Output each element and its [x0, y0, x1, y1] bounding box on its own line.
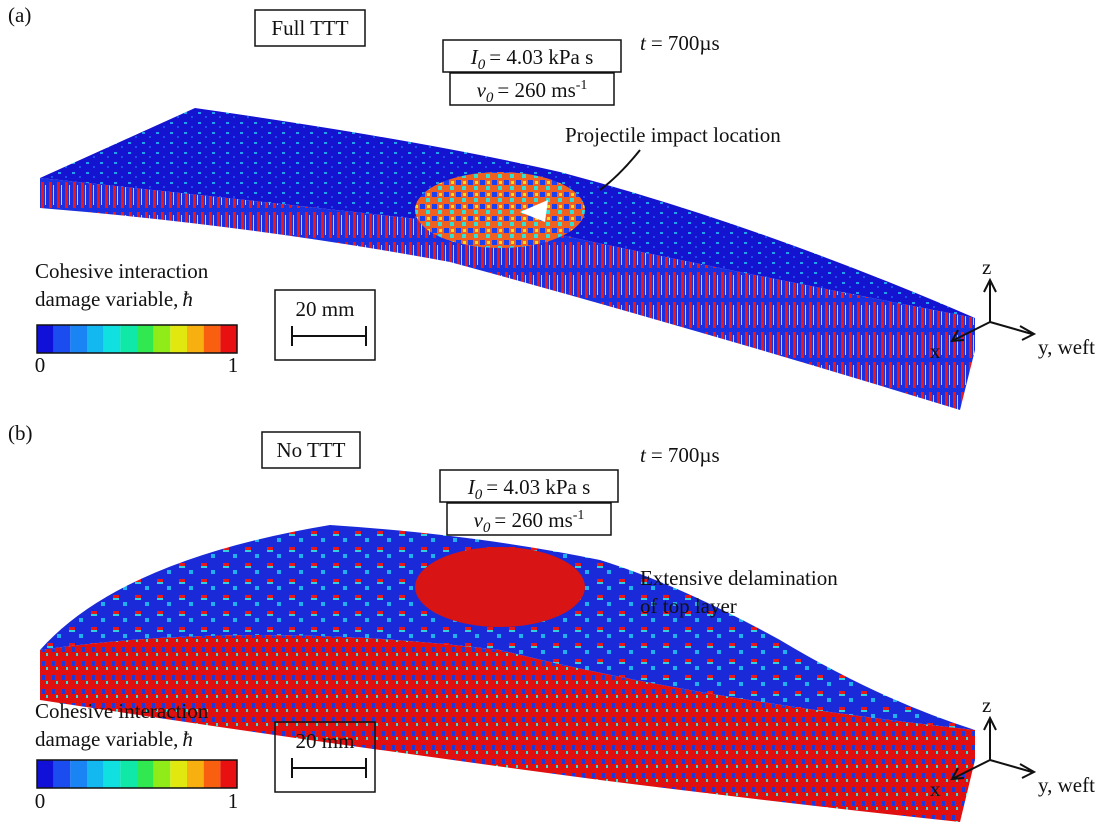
colorbar-cell — [54, 760, 71, 788]
colorbar-min: 0 — [35, 789, 46, 813]
scale-bar — [292, 326, 366, 346]
panel-label: (a) — [8, 3, 31, 27]
colorbar-cell — [170, 760, 187, 788]
legend-title: Cohesive interaction — [35, 259, 209, 283]
legend-title: damage variable,ħ — [35, 287, 193, 311]
colorbar-cell — [120, 760, 137, 788]
colorbar-cell — [154, 325, 171, 353]
axis-z: z — [982, 255, 991, 279]
colorbar-cell — [120, 325, 137, 353]
colorbar-cell — [204, 760, 221, 788]
impulse-label: I0= 4.03 kPa s — [470, 45, 594, 73]
value-text: = 260 ms — [494, 508, 572, 532]
legend-title: Cohesive interaction — [35, 699, 209, 723]
scale-label: 20 mm — [296, 297, 355, 321]
annotation: Projectile impact location — [565, 123, 781, 147]
colorbar-cell — [70, 760, 87, 788]
colorbar-cell — [137, 760, 154, 788]
axis-x: x — [930, 777, 941, 801]
value-text: = 4.03 kPa s — [489, 45, 593, 69]
colorbar-cell — [204, 325, 221, 353]
symbol: t — [640, 443, 647, 467]
subscript: 0 — [483, 520, 491, 536]
subscript: 0 — [475, 487, 483, 503]
colorbar-cell — [70, 325, 87, 353]
axis-y: y, weft — [1038, 335, 1095, 359]
annotation: Extensive delamination — [640, 566, 838, 590]
subscript: 0 — [478, 57, 486, 73]
figure: (a)Full TTTI0= 4.03 kPa sv0= 260 ms-1t= … — [0, 0, 1110, 825]
colorbar-cell — [87, 760, 104, 788]
velocity-label: v0= 260 ms-1 — [474, 508, 585, 536]
subscript: 0 — [486, 90, 494, 106]
colorbar-max: 1 — [228, 353, 239, 377]
colorbar-max: 1 — [228, 789, 239, 813]
scale-bar — [292, 758, 366, 778]
axis-y: y, weft — [1038, 773, 1095, 797]
superscript: -1 — [576, 78, 588, 93]
velocity-label: v0= 260 ms-1 — [477, 78, 588, 106]
superscript: -1 — [573, 508, 585, 523]
colorbar-min: 0 — [35, 353, 46, 377]
axis-z: z — [982, 693, 991, 717]
panel-label: (b) — [8, 421, 33, 445]
value-text: = 700µs — [651, 31, 720, 55]
colorbar-cell — [104, 760, 121, 788]
colorbar-cell — [54, 325, 71, 353]
case-label: Full TTT — [271, 16, 348, 40]
colorbar-cell — [37, 760, 54, 788]
colorbar-cell — [37, 325, 54, 353]
colorbar-cell — [187, 325, 204, 353]
annotation: of top layer — [640, 594, 737, 618]
value-text: = 4.03 kPa s — [486, 475, 590, 499]
legend-symbol: ħ — [182, 287, 193, 311]
colorbar-cell — [220, 325, 237, 353]
impulse-label: I0= 4.03 kPa s — [467, 475, 591, 503]
colorbar-cell — [187, 760, 204, 788]
value-text: = 260 ms — [497, 78, 575, 102]
legend-symbol: ħ — [182, 727, 193, 751]
time-label: t= 700µs — [640, 443, 720, 467]
colorbar-cell — [104, 325, 121, 353]
axis-x: x — [930, 339, 941, 363]
legend-title: damage variable,ħ — [35, 727, 193, 751]
case-label: No TTT — [276, 438, 345, 462]
symbol: t — [640, 31, 647, 55]
colorbar-cell — [87, 325, 104, 353]
colorbar-cell — [170, 325, 187, 353]
colorbar-cell — [220, 760, 237, 788]
colorbar-cell — [154, 760, 171, 788]
value-text: = 700µs — [651, 443, 720, 467]
time-label: t= 700µs — [640, 31, 720, 55]
scale-label: 20 mm — [296, 729, 355, 753]
colorbar-cell — [137, 325, 154, 353]
